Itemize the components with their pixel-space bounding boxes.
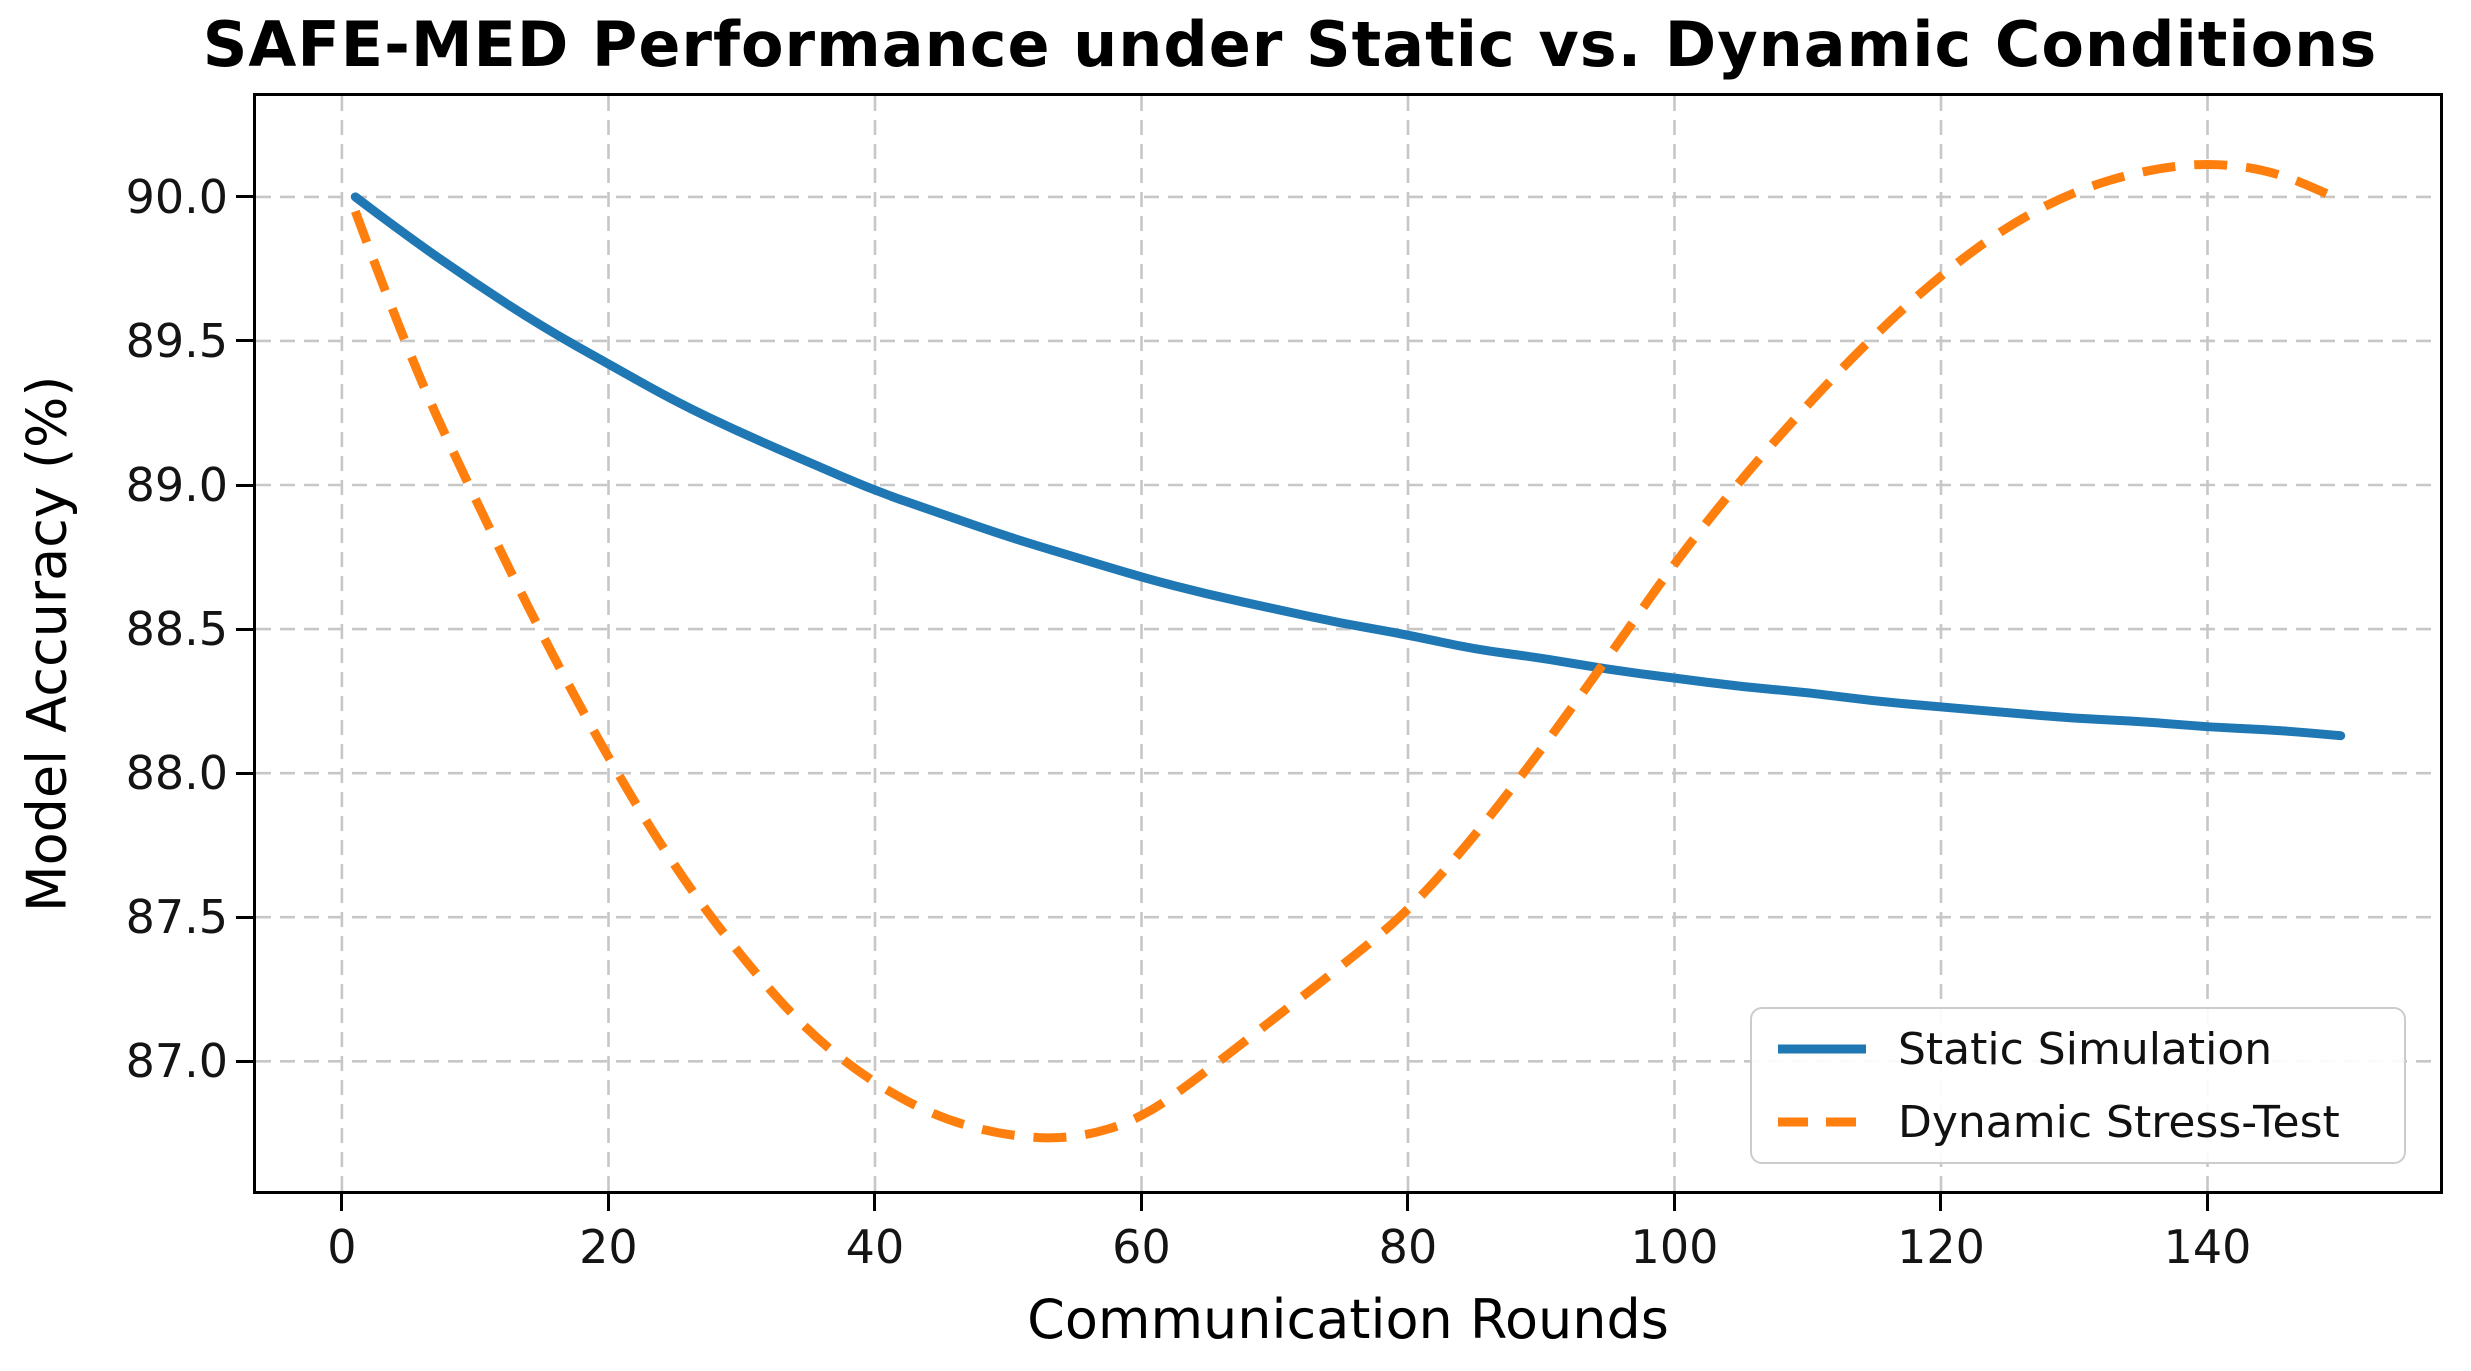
y-tick-label: 89.5: [125, 313, 228, 368]
x-tick-label: 100: [1630, 1220, 1719, 1274]
y-tick-label: 89.0: [125, 458, 228, 512]
series-line-static-simulation: [350, 192, 2346, 741]
plot-area: [253, 93, 2443, 1194]
x-tick-mark: [1406, 1194, 1410, 1211]
x-tick-mark: [1139, 1194, 1143, 1211]
dashed-line-icon: [1778, 1117, 1866, 1127]
y-tick-mark: [236, 627, 253, 631]
x-tick-mark: [1939, 1194, 1943, 1211]
y-tick-label: 88.5: [125, 602, 228, 657]
plot-canvas: [256, 96, 2440, 1191]
x-tick-label: 0: [327, 1220, 357, 1274]
y-tick-label: 87.5: [125, 890, 228, 945]
y-tick-mark: [236, 771, 253, 775]
y-tick-mark: [236, 915, 253, 919]
series-line-dynamic-stress-test: [351, 159, 2343, 1143]
x-tick-label: 20: [579, 1220, 638, 1274]
x-tick-mark: [340, 1194, 344, 1211]
x-tick-mark: [873, 1194, 877, 1211]
y-tick-mark: [236, 339, 253, 343]
legend: Static Simulation Dynamic Stress-Test: [1750, 1007, 2406, 1164]
x-tick-label: 80: [1378, 1220, 1438, 1274]
x-tick-mark: [2205, 1194, 2209, 1211]
x-tick-label: 60: [1112, 1220, 1171, 1274]
x-axis-label: Communication Rounds: [1027, 1288, 1669, 1351]
y-tick-label: 87.0: [125, 1034, 228, 1089]
y-tick-label: 88.0: [125, 746, 228, 801]
solid-line-icon: [1778, 1044, 1866, 1054]
legend-label-static-simulation: Static Simulation: [1898, 1023, 2273, 1075]
legend-item-static-simulation: Static Simulation: [1776, 1024, 2404, 1075]
x-tick-mark: [1672, 1194, 1676, 1211]
legend-label-dynamic-stress-test: Dynamic Stress-Test: [1898, 1096, 2340, 1148]
x-tick-label: 140: [2163, 1220, 2252, 1274]
x-tick-label: 40: [845, 1220, 905, 1274]
y-tick-mark: [236, 195, 253, 199]
y-tick-label: 90.0: [125, 169, 228, 224]
legend-item-dynamic-stress-test: Dynamic Stress-Test: [1776, 1097, 2404, 1148]
x-tick-label: 120: [1897, 1220, 1985, 1274]
x-tick-mark: [606, 1194, 610, 1211]
y-tick-mark: [236, 483, 253, 487]
chart-title: SAFE-MED Performance under Static vs. Dy…: [202, 8, 2378, 81]
y-tick-mark: [236, 1059, 253, 1063]
